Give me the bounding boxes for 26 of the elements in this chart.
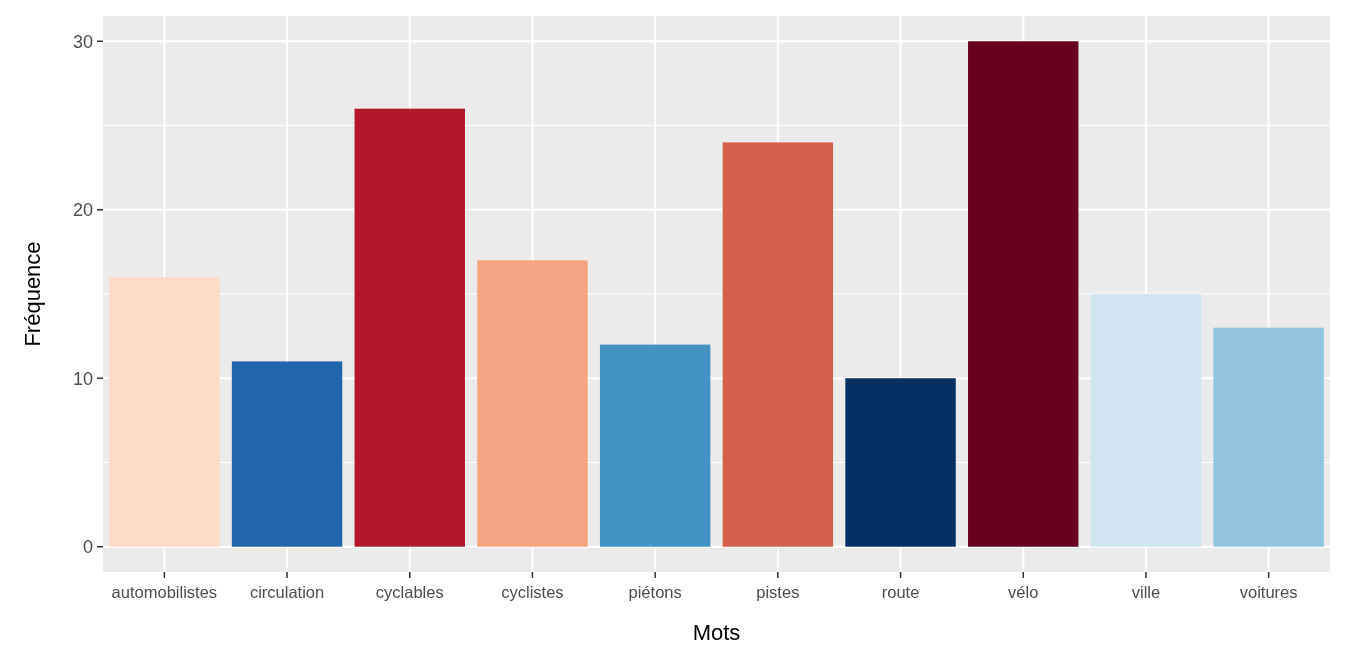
x-tick-label: circulation <box>249 583 325 601</box>
y-tick-label: 10 <box>72 368 93 389</box>
x-tick-label: route <box>881 583 920 601</box>
x-tick-label: pistes <box>756 583 800 601</box>
bar <box>1213 327 1324 547</box>
x-tick-label: cyclables <box>375 583 444 601</box>
y-tick-label: 30 <box>72 31 93 52</box>
x-tick-label: voitures <box>1239 583 1298 601</box>
x-tick-label: piétons <box>628 583 682 601</box>
x-tick-label: automobilistes <box>111 583 218 601</box>
x-axis-title: Mots <box>692 620 741 645</box>
bar <box>477 260 588 547</box>
bar <box>722 142 834 547</box>
bar <box>231 361 343 547</box>
bar <box>1090 294 1202 547</box>
bar <box>599 344 711 547</box>
bar <box>845 378 956 547</box>
x-tick-label: ville <box>1131 583 1161 601</box>
y-tick-label: 0 <box>82 537 93 558</box>
y-axis-title: Fréquence <box>20 241 45 347</box>
bar <box>354 108 465 547</box>
x-tick-label: vélo <box>1008 583 1039 601</box>
y-tick-label: 20 <box>72 200 93 221</box>
bar <box>968 41 1079 547</box>
x-tick-label: cyclistes <box>501 583 564 601</box>
bar <box>109 277 220 547</box>
